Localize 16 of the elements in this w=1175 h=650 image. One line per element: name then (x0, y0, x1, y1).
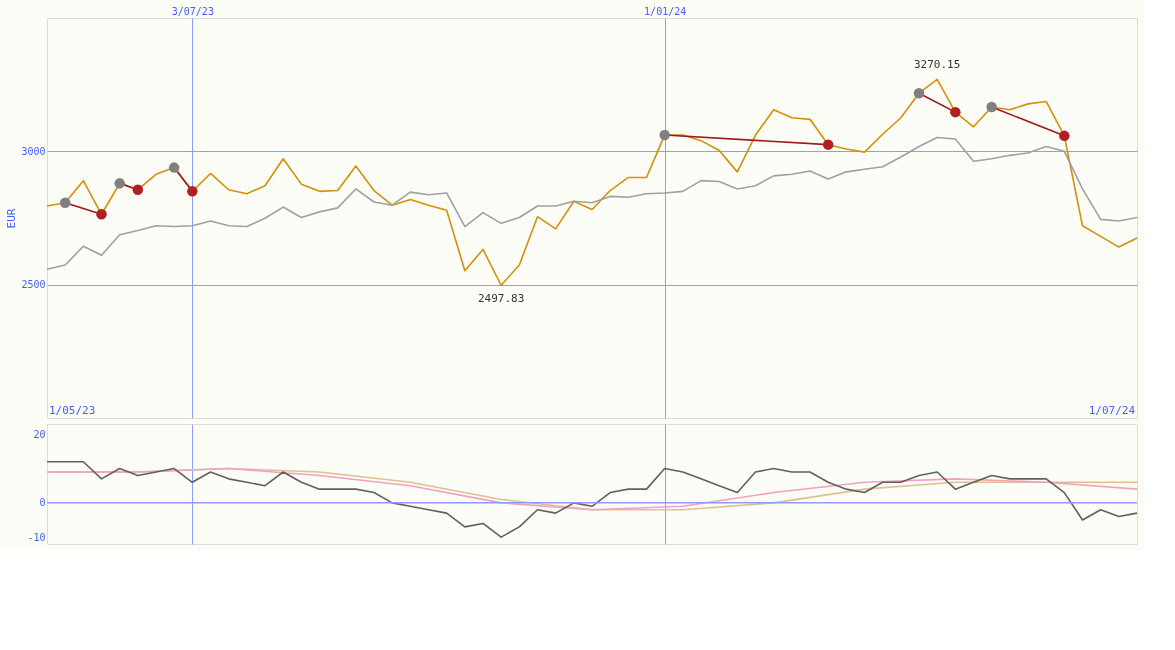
x-tick-label: 3/07/23 (171, 5, 214, 17)
annotation: 1/07/24 (1088, 404, 1136, 417)
y-axis-title: EUR (5, 208, 19, 229)
y-tick-label: 2500 (21, 279, 46, 291)
line-series (46, 467, 1138, 511)
annotation: 2497.83 (477, 292, 525, 306)
y-tick-label: -10 (27, 531, 46, 543)
y-tick-label: 0 (39, 497, 46, 509)
line-series (46, 136, 1138, 270)
x-tick-label: 1/01/24 (644, 5, 687, 17)
line-series (46, 460, 1138, 538)
annotation: 3270.15 (913, 58, 961, 72)
annotation: 1/05/23 (49, 404, 96, 417)
line-series (46, 78, 1138, 287)
y-tick-label: 3000 (21, 145, 46, 157)
y-tick-label: 20 (33, 428, 46, 440)
